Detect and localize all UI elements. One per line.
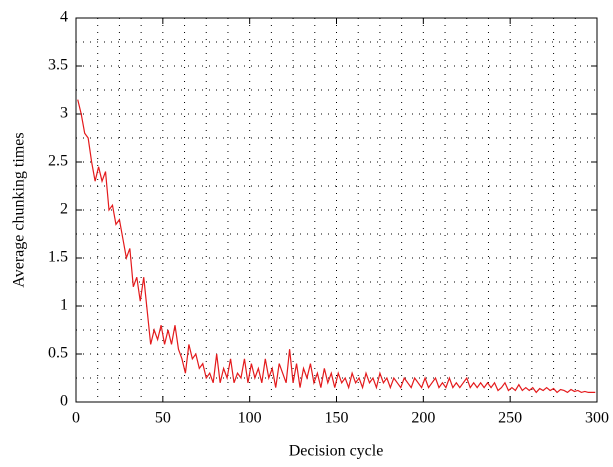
x-tick-label: 50 [155, 410, 171, 427]
y-tick-label: 0 [60, 393, 68, 410]
y-tick-label: 2 [60, 201, 68, 218]
x-tick-label: 0 [72, 410, 80, 427]
y-tick-label: 1.5 [48, 249, 68, 266]
x-tick-label: 200 [411, 410, 435, 427]
x-tick-label: 100 [238, 410, 262, 427]
y-tick-label: 2.5 [48, 153, 68, 170]
y-tick-label: 0.5 [48, 345, 68, 362]
x-axis-label: Decision cycle [289, 443, 384, 460]
plot-frame [75, 17, 598, 403]
y-axis-label: Average chunking times [11, 132, 28, 287]
x-tick-label: 150 [325, 410, 349, 427]
data-line [77, 99, 596, 394]
y-tick-label: 3.5 [48, 57, 68, 74]
y-tick-label: 1 [60, 297, 68, 314]
y-tick-label: 3 [60, 105, 68, 122]
y-tick-label: 4 [60, 9, 68, 26]
x-tick-label: 300 [585, 410, 609, 427]
x-tick-label: 250 [498, 410, 522, 427]
